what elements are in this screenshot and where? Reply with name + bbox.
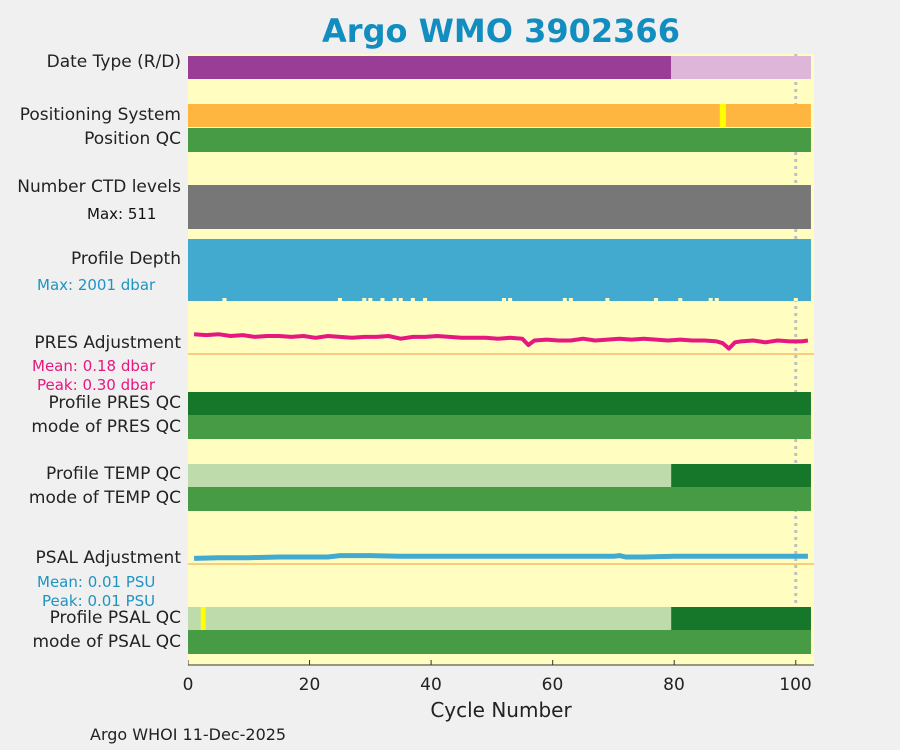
psal-flag-mark [200, 607, 206, 630]
x-tick-label: 60 [541, 675, 564, 695]
profile-temp-qc-segment [671, 464, 811, 487]
x-tick-label: 80 [663, 675, 685, 695]
timeline-chart [188, 54, 814, 666]
mode-temp-qc-segment [188, 487, 811, 511]
mode-psal-qc-segment [188, 630, 811, 654]
chart-title: Argo WMO 3902366 [322, 12, 680, 50]
label-number-ctd-levels: Number CTD levels [17, 177, 181, 197]
plot-area [188, 54, 814, 666]
x-tick-label: 0 [182, 675, 194, 695]
shallow-profile-notch [392, 298, 397, 301]
profile-psal-qc-segment [188, 607, 672, 630]
ctd-max-label: Max: 511 [87, 205, 157, 223]
label-mode-pres-qc: mode of PRES QC [31, 417, 181, 437]
depth-max-label: Max: 2001 dbar [37, 276, 156, 294]
shallow-profile-notch [410, 298, 415, 301]
label-profile-psal-qc: Profile PSAL QC [49, 608, 181, 628]
pres-mean-label: Mean: 0.18 dbar [32, 357, 156, 375]
label-positioning-system: Positioning System [19, 105, 181, 125]
label-pres-adjustment: PRES Adjustment [34, 333, 181, 353]
psal-adjustment-series [194, 553, 808, 561]
ctd-levels-bar [188, 185, 811, 229]
profile-psal-qc-segment [671, 607, 811, 630]
shallow-profile-notch [423, 298, 428, 301]
shallow-profile-notch [708, 298, 713, 301]
shallow-profile-notch [508, 298, 513, 301]
date-type-segment [188, 56, 672, 79]
shallow-profile-notch [362, 298, 367, 301]
psal-mean-label: Mean: 0.01 PSU [37, 573, 156, 591]
profile-temp-qc-segment [188, 464, 672, 487]
profile-pres-qc-segment [188, 392, 811, 415]
x-tick-label: 40 [420, 675, 442, 695]
shallow-profile-notch [605, 298, 610, 301]
shallow-profile-notch [562, 298, 567, 301]
shallow-profile-notch [380, 298, 385, 301]
label-position-qc: Position QC [84, 129, 181, 149]
shallow-profile-notch [568, 298, 573, 301]
position-qc-segment [188, 128, 811, 152]
label-date-type: Date Type (R/D) [46, 52, 181, 72]
label-profile-pres-qc: Profile PRES QC [48, 393, 181, 413]
date-type-segment [671, 56, 811, 79]
shallow-profile-notch [653, 298, 658, 301]
shallow-profile-notch [502, 298, 507, 301]
x-axis-label: Cycle Number [430, 698, 572, 722]
shallow-profile-notch [368, 298, 373, 301]
mode-pres-qc-segment [188, 415, 811, 439]
shallow-profile-notch [398, 298, 403, 301]
pres-adjustment-series [193, 332, 809, 351]
label-mode-temp-qc: mode of TEMP QC [28, 488, 181, 508]
label-profile-depth: Profile Depth [70, 249, 181, 269]
x-tick-label: 20 [298, 675, 321, 695]
label-mode-psal-qc: mode of PSAL QC [32, 632, 181, 652]
x-tick-label: 100 [779, 675, 812, 695]
shallow-profile-notch [793, 298, 798, 301]
label-profile-temp-qc: Profile TEMP QC [46, 464, 181, 484]
pres-peak-label: Peak: 0.30 dbar [37, 376, 156, 394]
positioning-flag-mark [719, 104, 726, 127]
positioning-system-bar [188, 104, 811, 127]
shallow-profile-notch [678, 298, 683, 301]
footer-credit: Argo WHOI 11-Dec-2025 [90, 725, 287, 744]
shallow-profile-notch [337, 298, 342, 301]
profile-depth-bar [188, 239, 811, 301]
shallow-profile-notch [222, 298, 227, 301]
psal-peak-label: Peak: 0.01 PSU [42, 592, 156, 610]
shallow-profile-notch [714, 298, 719, 301]
label-psal-adjustment: PSAL Adjustment [35, 548, 181, 568]
